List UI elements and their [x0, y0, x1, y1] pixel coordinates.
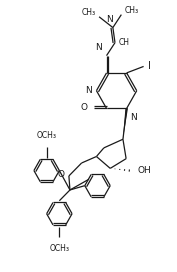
- Text: CH₃: CH₃: [82, 8, 96, 17]
- Text: OCH₃: OCH₃: [37, 131, 57, 140]
- Text: I: I: [148, 61, 151, 72]
- Text: N: N: [96, 44, 102, 52]
- Text: CH₃: CH₃: [125, 6, 139, 15]
- Text: N: N: [130, 113, 137, 122]
- Text: N: N: [85, 86, 92, 95]
- Text: OH: OH: [138, 166, 152, 175]
- Text: CH: CH: [118, 38, 129, 47]
- Text: OCH₃: OCH₃: [49, 244, 69, 253]
- Polygon shape: [123, 109, 128, 139]
- Text: N: N: [106, 15, 113, 24]
- Text: O: O: [80, 103, 87, 112]
- Text: O: O: [58, 170, 65, 179]
